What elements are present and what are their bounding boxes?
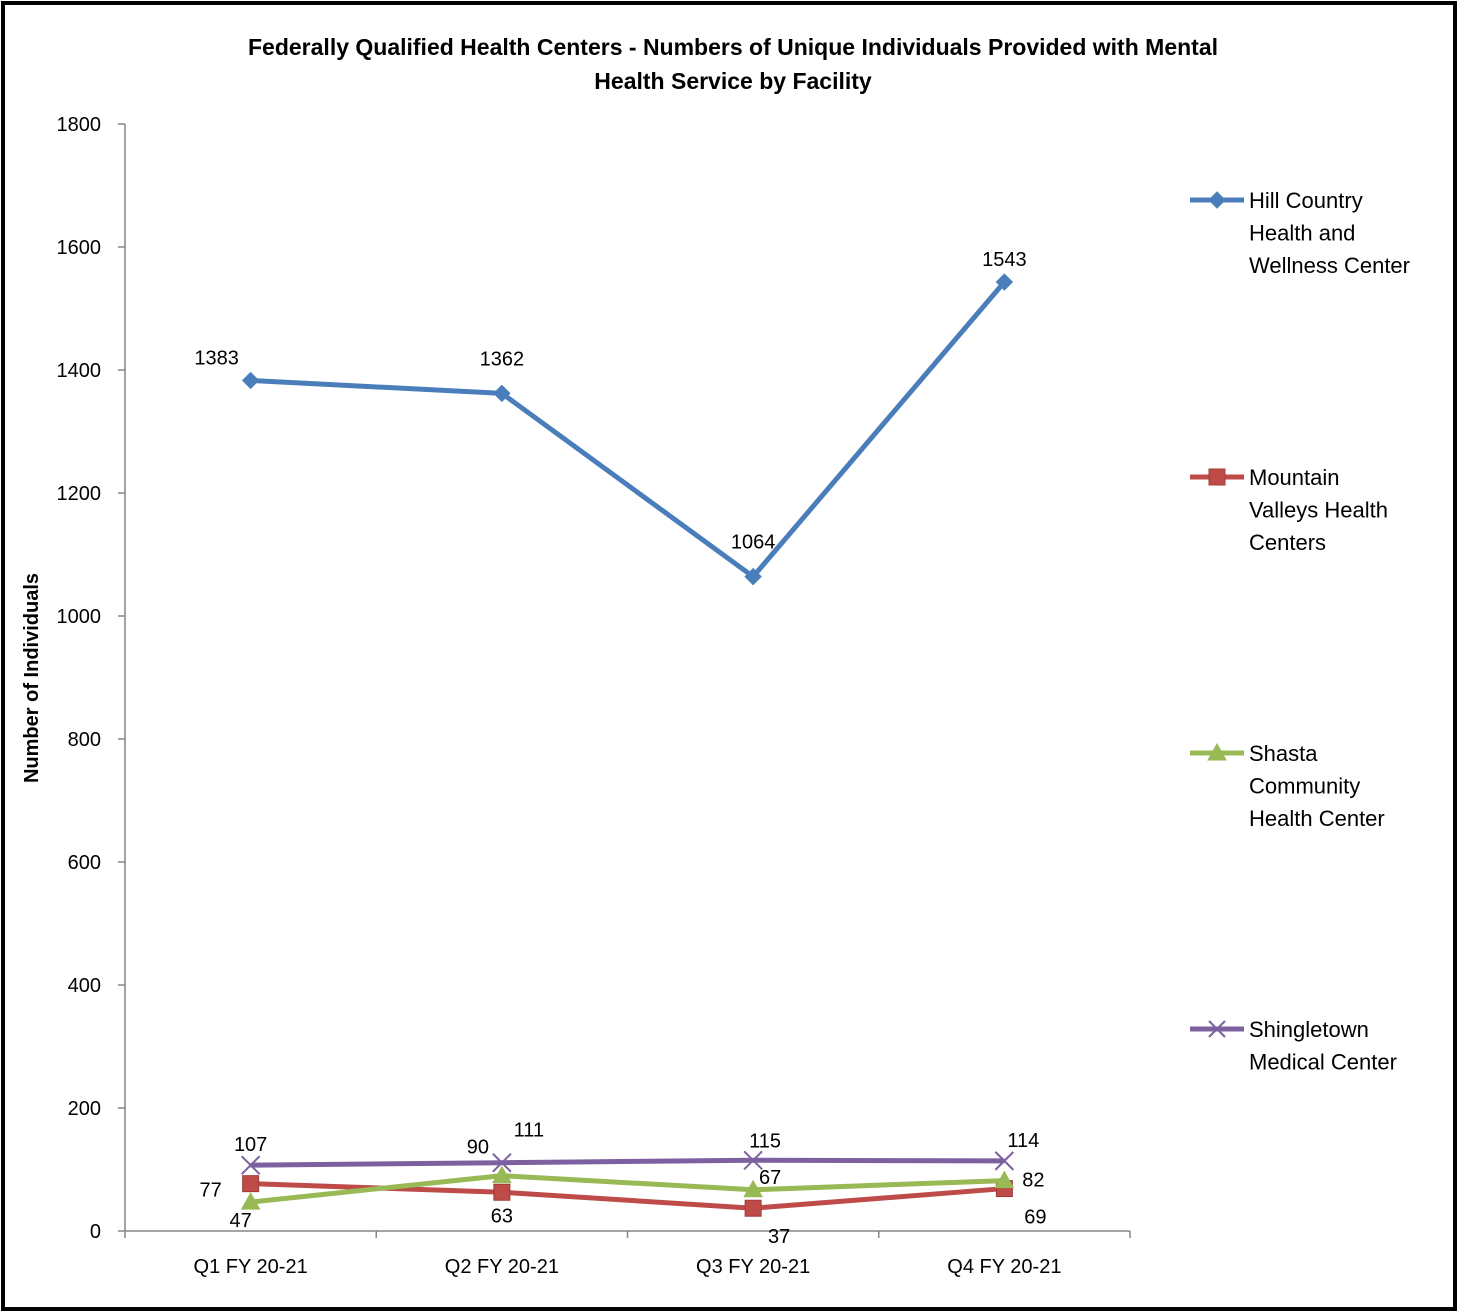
point-marker — [744, 567, 762, 586]
y-tick-label: 1800 — [57, 114, 102, 136]
data-label: 90 — [467, 1137, 489, 1159]
y-tick-label: 0 — [90, 1221, 101, 1243]
axes: 0 200 400 600 800 1000 1200 1400 1600 1800 Q1 FY 2… — [57, 114, 1131, 1278]
legend-label: Health and — [1249, 221, 1355, 246]
data-label: 1362 — [480, 348, 525, 370]
y-tick-label: 200 — [68, 1098, 101, 1120]
data-label: 47 — [230, 1210, 252, 1232]
y-tick-label: 1400 — [57, 360, 102, 382]
series-0 — [241, 273, 1014, 586]
data-label: 77 — [200, 1180, 222, 1202]
data-label: 115 — [749, 1130, 781, 1152]
data-label: 37 — [768, 1226, 790, 1248]
data-label: 1064 — [731, 532, 776, 554]
data-labels: 1383 1362 1064 1543 77 63 37 69 47 90 67 82 107 111 11… — [194, 249, 1046, 1248]
point-marker — [994, 1170, 1015, 1189]
legend-item: Hill Country Health and Wellness Center — [1190, 188, 1410, 278]
data-label: 114 — [1007, 1130, 1039, 1152]
legend-label: Valleys Health — [1249, 498, 1388, 523]
series-2 — [240, 1165, 1015, 1210]
legend-item: Shingletown Medical Center — [1190, 1017, 1397, 1075]
data-label: 69 — [1024, 1207, 1046, 1229]
legend-label: Shingletown — [1249, 1017, 1369, 1042]
point-marker — [994, 1151, 1015, 1171]
point-marker — [240, 1192, 261, 1210]
point-marker — [1208, 191, 1226, 209]
legend: Hill Country Health and Wellness Center Mou… — [1190, 188, 1410, 1075]
series-line — [250, 1173, 1005, 1205]
point-marker — [1208, 1020, 1226, 1038]
point-marker — [743, 1179, 763, 1198]
legend-label: Wellness Center — [1249, 253, 1410, 278]
point-marker — [492, 1165, 512, 1184]
series-line — [250, 1181, 1005, 1211]
point-marker — [995, 273, 1014, 291]
y-tick-label: 600 — [68, 852, 101, 874]
point-marker — [493, 384, 511, 403]
y-tick-label: 1600 — [57, 237, 102, 259]
legend-label: Health Center — [1249, 806, 1385, 831]
data-label: 82 — [1022, 1170, 1044, 1192]
x-tick-label: Q4 FY 20-21 — [947, 1256, 1061, 1278]
chart-title: Federally Qualified Health Centers - Num… — [248, 34, 1218, 94]
legend-label: Shasta — [1249, 741, 1318, 766]
point-marker — [1208, 468, 1226, 486]
legend-item: Mountain Valleys Health Centers — [1190, 465, 1388, 555]
data-label: 1383 — [194, 347, 239, 369]
series-line — [250, 280, 1007, 580]
legend-label: Community — [1249, 774, 1360, 799]
series-3 — [240, 1150, 1015, 1175]
data-label: 107 — [234, 1134, 267, 1156]
y-tick-label: 400 — [68, 975, 101, 997]
chart-title-line: Health Service by Facility — [594, 68, 872, 94]
point-marker — [241, 371, 260, 390]
y-tick-label: 1200 — [57, 483, 102, 505]
data-label: 111 — [514, 1120, 544, 1142]
x-tick-label: Q2 FY 20-21 — [445, 1256, 559, 1278]
series-line — [250, 1157, 1005, 1168]
point-marker — [1207, 742, 1227, 761]
legend-item: Shasta Community Health Center — [1190, 741, 1385, 831]
data-label: 1543 — [982, 249, 1027, 271]
legend-label: Hill Country — [1249, 188, 1363, 213]
legend-label: Mountain — [1249, 465, 1340, 490]
x-tick-label: Q3 FY 20-21 — [696, 1256, 810, 1278]
point-marker — [743, 1150, 763, 1170]
point-marker — [492, 1153, 512, 1173]
legend-label: Medical Center — [1249, 1050, 1397, 1075]
point-marker — [493, 1183, 511, 1201]
legend-label: Centers — [1249, 530, 1326, 555]
y-tick-label: 800 — [68, 729, 101, 751]
data-label: 67 — [759, 1167, 781, 1189]
point-marker — [240, 1155, 261, 1175]
point-marker — [744, 1199, 762, 1217]
data-label: 63 — [491, 1205, 513, 1227]
series-lines — [240, 273, 1015, 1217]
y-axis-title: Number of Individuals — [21, 573, 43, 783]
y-tick-label: 1000 — [57, 606, 102, 628]
chart-title-line: Federally Qualified Health Centers - Num… — [248, 34, 1218, 60]
x-tick-label: Q1 FY 20-21 — [194, 1256, 308, 1278]
point-marker — [242, 1175, 260, 1193]
